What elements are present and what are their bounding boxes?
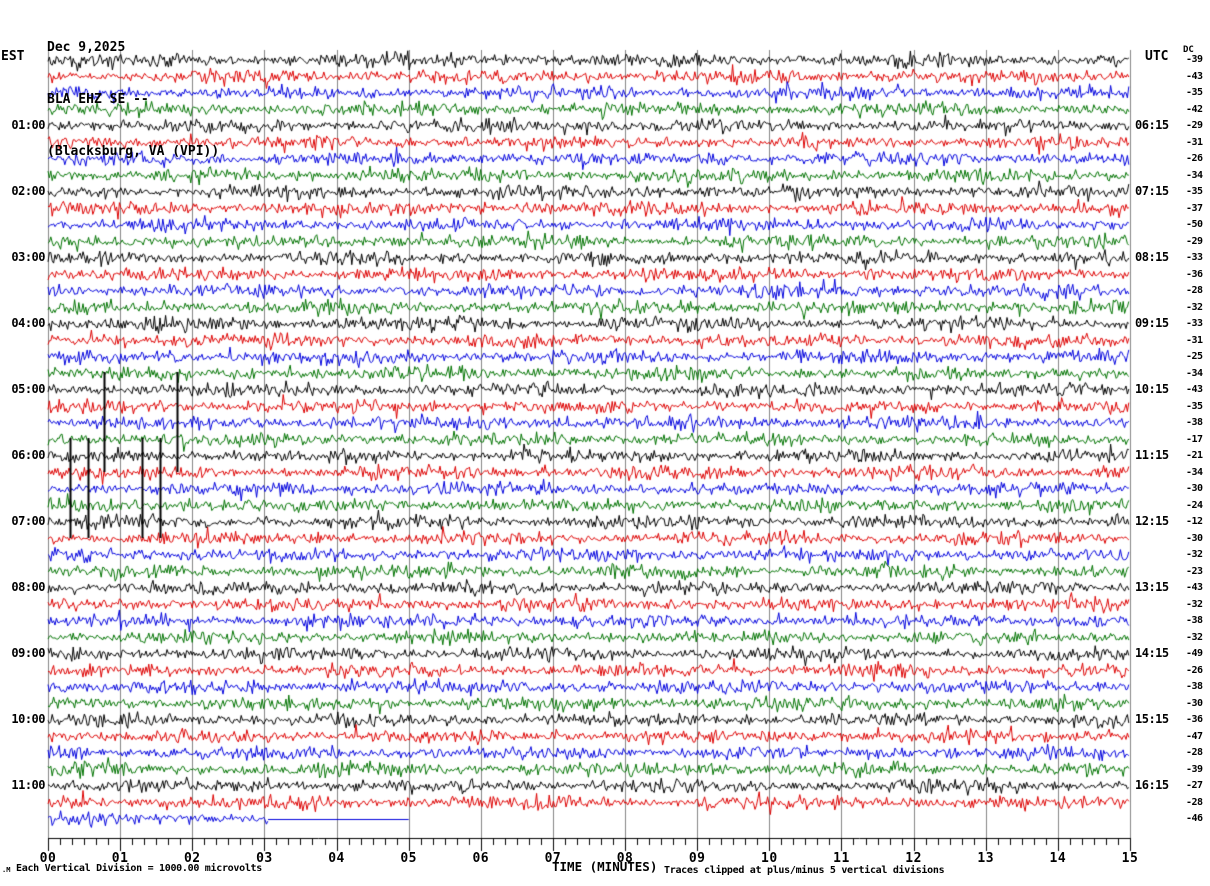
left-time-label: 05:00 [11, 382, 45, 396]
dc-value: -17 [1186, 433, 1203, 445]
dc-value: -34 [1186, 466, 1203, 478]
dc-value: -39 [1186, 54, 1203, 65]
right-time-label: 13:15 [1135, 580, 1169, 594]
dc-value: -30 [1186, 483, 1203, 494]
left-time-label: 01:00 [11, 118, 45, 132]
x-tick-label: 15 [1121, 851, 1139, 866]
dc-value: -23 [1186, 565, 1203, 577]
left-time-label: 11:00 [11, 778, 45, 792]
dc-value: -43 [1186, 582, 1203, 593]
left-time-label: 07:00 [11, 514, 45, 528]
x-tick-label: 03 [256, 851, 273, 866]
dc-value: -34 [1186, 367, 1203, 379]
left-time-label: 03:00 [11, 250, 45, 264]
dc-value: -28 [1186, 285, 1203, 296]
title-date: Dec 9,2025 [47, 40, 126, 55]
dc-value: -39 [1186, 763, 1203, 775]
scale-note: Each Vertical Division = 1000.00 microvo… [16, 863, 262, 874]
x-tick-label: 10 [761, 851, 778, 866]
dc-value: -28 [1186, 747, 1203, 758]
dc-value: -33 [1186, 318, 1203, 329]
dc-value: -43 [1186, 70, 1203, 82]
dc-value: -21 [1186, 450, 1203, 461]
right-time-label: 14:15 [1135, 646, 1169, 660]
dc-value: -38 [1186, 615, 1203, 626]
dc-value: -33 [1186, 252, 1203, 263]
x-tick-label: 13 [977, 851, 995, 866]
right-time-label: 06:15 [1135, 118, 1169, 132]
title-location: (Blacksburg, VA (VPI)) [47, 144, 220, 159]
x-tick-label: 04 [328, 851, 345, 866]
dc-value: -36 [1186, 714, 1203, 725]
title-station: BLA EHZ SE -- [47, 92, 149, 107]
dc-value: -24 [1186, 499, 1203, 511]
title-block: Dec 9,2025 BLA EHZ SE -- (Blacksburg, VA… [47, 3, 219, 197]
right-time-label: 12:15 [1135, 514, 1169, 528]
dc-value: -26 [1186, 664, 1203, 676]
dc-value: -46 [1186, 813, 1203, 824]
dc-value: -35 [1186, 87, 1203, 98]
dc-value: -30 [1186, 697, 1203, 709]
dc-value: -32 [1186, 631, 1203, 643]
right-time-label: 10:15 [1135, 382, 1169, 396]
dc-value: -38 [1186, 681, 1203, 692]
dc-value: -31 [1186, 136, 1203, 148]
dc-value: -38 [1186, 417, 1203, 428]
dc-value: -29 [1186, 120, 1203, 131]
right-time-label: 09:15 [1135, 316, 1169, 330]
x-tick-label: 07 [544, 851, 562, 866]
dc-value: -43 [1186, 384, 1203, 395]
dc-value: -50 [1186, 219, 1203, 230]
left-time-label: 06:00 [11, 448, 45, 462]
dc-value: -35 [1186, 400, 1203, 412]
right-time-label: 08:15 [1135, 250, 1169, 264]
dc-value: -49 [1186, 648, 1203, 659]
right-time-label: 11:15 [1135, 448, 1169, 462]
dc-value: -26 [1186, 153, 1203, 164]
x-axis-title: TIME (MINUTES) [552, 859, 658, 874]
x-tick-label: 14 [1049, 851, 1067, 866]
left-axis-header: EST [1, 49, 25, 64]
x-tick-label: 01 [111, 851, 129, 866]
dc-value: -35 [1186, 186, 1203, 197]
left-time-label: 09:00 [11, 646, 45, 660]
dc-column-header: DC [1183, 45, 1194, 55]
dc-value: -32 [1186, 598, 1203, 610]
clip-note: Traces clipped at plus/minus 5 vertical … [664, 865, 945, 876]
left-time-label: 02:00 [11, 184, 45, 198]
x-tick-label: 09 [688, 851, 706, 866]
x-tick-label: 08 [616, 851, 634, 866]
right-time-label: 07:15 [1135, 184, 1169, 198]
right-axis-header: UTC [1145, 49, 1169, 64]
x-tick-label: 02 [183, 851, 201, 866]
right-time-label: 16:15 [1135, 778, 1169, 792]
dc-value: -34 [1186, 169, 1203, 181]
dc-value: -29 [1186, 235, 1203, 247]
dc-value: -30 [1186, 532, 1203, 544]
left-time-label: 10:00 [11, 712, 45, 726]
dc-value: -42 [1186, 103, 1203, 115]
right-time-label: 15:15 [1135, 712, 1169, 726]
left-time-label: 08:00 [11, 580, 45, 594]
dc-value: -28 [1186, 796, 1203, 808]
dc-value: -31 [1186, 334, 1203, 346]
x-tick-label: 00 [39, 851, 57, 866]
x-tick-label: 11 [833, 851, 850, 866]
dc-value: -32 [1186, 549, 1203, 560]
left-time-label: 04:00 [11, 316, 45, 330]
corner-mark: .M [2, 866, 11, 874]
x-tick-label: 06 [472, 851, 490, 866]
dc-value: -27 [1186, 780, 1203, 791]
dc-value: -25 [1186, 351, 1203, 362]
dc-value: -12 [1186, 516, 1203, 527]
dc-value: -36 [1186, 268, 1203, 280]
dc-value: -32 [1186, 301, 1203, 313]
x-tick-label: 05 [400, 851, 417, 866]
dc-value: -37 [1186, 202, 1203, 214]
x-tick-label: 12 [905, 851, 922, 866]
dc-value: -47 [1186, 730, 1203, 742]
